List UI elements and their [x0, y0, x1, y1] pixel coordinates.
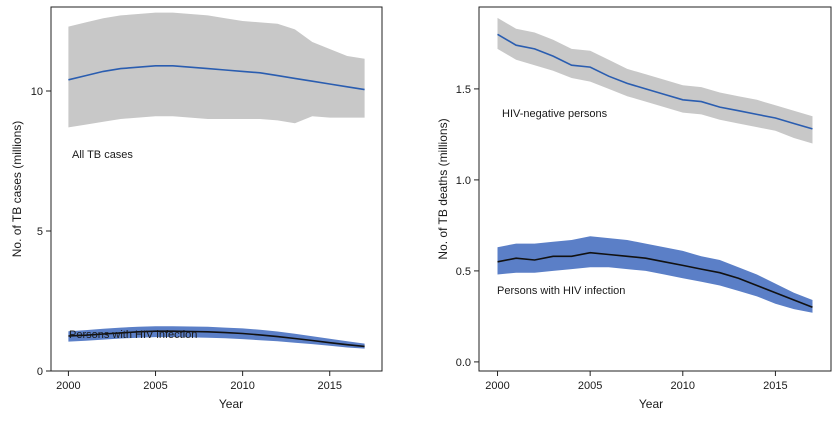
deaths-x-tick-label: 2015 [763, 380, 787, 392]
cases-y-axis-label: No. of TB cases (millions) [10, 121, 24, 257]
deaths-x-tick-label: 2005 [578, 380, 602, 392]
cases-x-tick-label: 2000 [56, 380, 80, 392]
deaths-y-tick-label: 1.5 [456, 84, 471, 96]
deaths-lines [497, 33, 813, 309]
deaths-plot-frame [478, 6, 832, 372]
cases-y-tick-label: 10 [31, 86, 43, 98]
cases-x-axis: 2000 2005 2010 2015 [56, 371, 342, 392]
cases-line-1 [68, 330, 365, 348]
deaths-y-tick-label: 1.0 [456, 175, 471, 187]
cases-x-tick-label: 2005 [143, 380, 167, 392]
deaths-line-0 [497, 33, 813, 130]
cases-x-axis-label: Year [219, 397, 243, 411]
cases-x-tick-label: 2015 [317, 380, 341, 392]
deaths-annotation-hiv: Persons with HIV infection [497, 285, 625, 297]
cases-annotation-hiv: Persons with HIV infection [69, 329, 197, 341]
cases-x-tick-label: 2010 [230, 380, 254, 392]
deaths-band-0 [497, 17, 813, 144]
deaths-x-tick-label: 2000 [485, 380, 509, 392]
deaths-y-axis: 0.0 0.5 1.0 1.5 [456, 84, 479, 369]
cases-y-axis: 0 5 10 [31, 86, 51, 378]
cases-line-0 [68, 65, 365, 91]
deaths-y-tick-label: 0.0 [456, 357, 471, 369]
deaths-annotation-hiv-negative: HIV-negative persons [502, 108, 608, 120]
cases-plot-frame [50, 6, 383, 372]
cases-panel: 2000 2005 2010 2015 0 5 10 Year No. of TB cas… [10, 6, 383, 411]
deaths-y-tick-label: 0.5 [456, 266, 471, 278]
deaths-line-1 [497, 251, 813, 309]
deaths-bands [497, 17, 813, 313]
cases-annotation-all-tb: All TB cases [72, 149, 133, 161]
deaths-x-tick-label: 2010 [671, 380, 695, 392]
cases-y-tick-label: 0 [37, 366, 43, 378]
deaths-band-1 [497, 236, 813, 313]
cases-bands [68, 12, 365, 349]
deaths-x-axis: 2000 2005 2010 2015 [485, 371, 788, 392]
cases-lines [68, 65, 365, 348]
deaths-x-axis-label: Year [639, 397, 663, 411]
deaths-y-axis-label: No. of TB deaths (millions) [436, 118, 450, 259]
cases-y-tick-label: 5 [37, 226, 43, 238]
deaths-panel: 2000 2005 2010 2015 0.0 0.5 1.0 1.5 Year No. o… [436, 6, 832, 411]
